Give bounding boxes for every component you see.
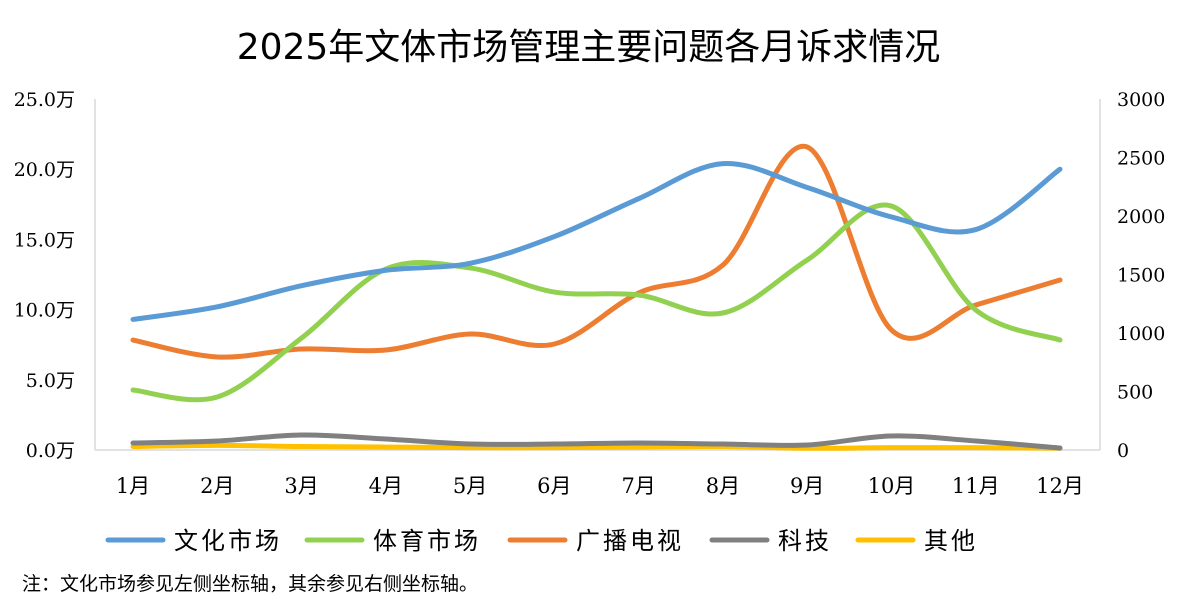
- right-tick-label: 1500: [1117, 265, 1165, 287]
- legend-label: 文化市场: [174, 527, 282, 555]
- x-tick-label: 9月: [790, 474, 824, 498]
- left-tick-label: 0.0万: [26, 440, 75, 462]
- series-line-科技: [130, 432, 1063, 451]
- x-tick-label: 12月: [1036, 474, 1084, 498]
- legend-label: 广播电视: [576, 527, 684, 555]
- left-tick-label: 5.0万: [26, 370, 75, 392]
- left-tick-label: 20.0万: [14, 159, 75, 181]
- series-line-广播电视: [130, 143, 1063, 360]
- series-line-文化市场: [130, 161, 1063, 322]
- right-tick-label: 2500: [1117, 148, 1165, 170]
- x-tick-label: 7月: [621, 474, 655, 498]
- left-tick-label: 25.0万: [14, 89, 75, 111]
- right-tick-label: 0: [1117, 440, 1129, 462]
- series-line-体育市场: [130, 202, 1063, 403]
- series-line-其他: [130, 442, 1063, 451]
- x-tick-label: 5月: [453, 474, 487, 498]
- left-tick-label: 10.0万: [14, 300, 75, 322]
- legend-label: 其他: [924, 527, 978, 555]
- right-tick-label: 1000: [1117, 323, 1165, 345]
- x-tick-label: 8月: [706, 474, 740, 498]
- x-tick-label: 10月: [868, 474, 916, 498]
- legend-label: 体育市场: [373, 527, 481, 555]
- chart-note: 注：文化市场参见左侧坐标轴，其余参见右侧坐标轴。: [22, 573, 479, 595]
- x-tick-label: 4月: [369, 474, 403, 498]
- right-tick-label: 3000: [1117, 89, 1165, 111]
- x-tick-label: 6月: [537, 474, 571, 498]
- x-tick-label: 1月: [116, 474, 150, 498]
- left-tick-label: 15.0万: [14, 229, 75, 251]
- x-tick-label: 11月: [952, 474, 1000, 498]
- legend-label: 科技: [778, 527, 832, 555]
- right-tick-label: 500: [1117, 382, 1153, 404]
- x-tick-label: 2月: [200, 474, 234, 498]
- chart-title: 2025年文体市场管理主要问题各月诉求情况: [236, 27, 941, 68]
- right-tick-label: 2000: [1117, 206, 1165, 228]
- x-tick-label: 3月: [284, 474, 318, 498]
